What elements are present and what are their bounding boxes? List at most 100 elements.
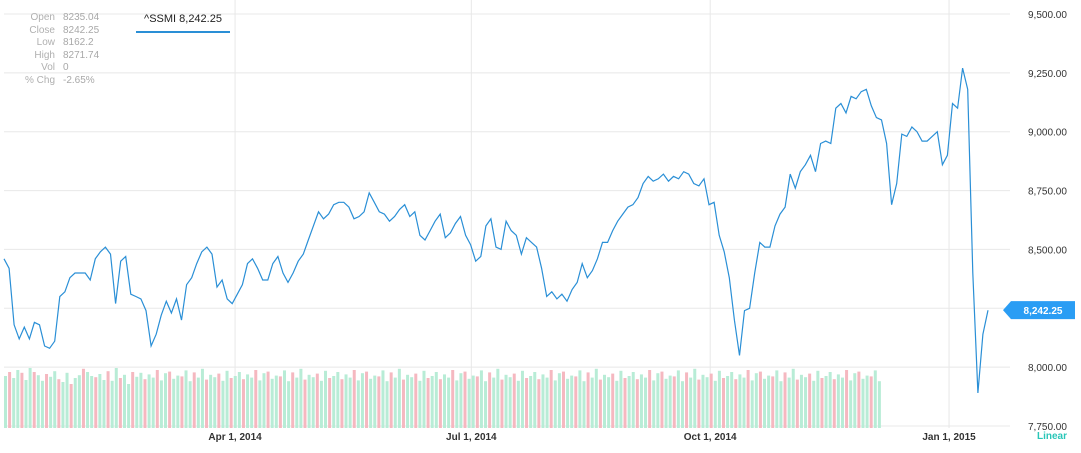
volume-bar bbox=[820, 378, 824, 428]
volume-bar bbox=[767, 375, 771, 428]
volume-bar bbox=[861, 378, 865, 428]
volume-bar bbox=[566, 378, 570, 428]
volume-bar bbox=[209, 374, 213, 428]
volume-bar bbox=[98, 374, 102, 428]
volume-bar bbox=[607, 377, 611, 428]
volume-bar bbox=[393, 377, 397, 428]
volume-bar bbox=[791, 368, 795, 428]
volume-bar bbox=[849, 380, 853, 428]
y-tick-label: 9,500.00 bbox=[1028, 10, 1067, 21]
x-axis: Apr 1, 2014 Jul 1, 2014 Oct 1, 2014 Jan 1, … bbox=[208, 432, 976, 443]
volume-bar bbox=[648, 370, 652, 428]
volume-bar bbox=[213, 377, 217, 428]
volume-bar bbox=[742, 377, 746, 428]
volume-bar bbox=[611, 373, 615, 428]
volume-bar bbox=[869, 376, 873, 428]
ohlc-label: % Chg bbox=[24, 74, 55, 86]
volume-bar bbox=[360, 373, 364, 428]
volume-bar bbox=[808, 373, 812, 428]
volume-bar bbox=[278, 376, 282, 428]
volume-bar bbox=[90, 376, 94, 428]
volume-bar bbox=[287, 381, 291, 428]
volume-bar bbox=[619, 370, 623, 428]
volume-bar bbox=[241, 379, 245, 428]
volume-bar bbox=[763, 378, 767, 428]
y-tick-label: 9,250.00 bbox=[1028, 69, 1067, 80]
volume-bar bbox=[32, 372, 36, 428]
volume-bar bbox=[122, 374, 126, 428]
volume-bar bbox=[443, 374, 446, 428]
volume-bar bbox=[783, 372, 787, 428]
volume-bar bbox=[200, 368, 204, 428]
volume-bar bbox=[311, 377, 315, 428]
volume-bar bbox=[771, 376, 775, 428]
scale-mode-toggle[interactable]: Linear bbox=[1036, 431, 1067, 442]
ohlc-label: Low bbox=[36, 37, 55, 48]
ohlc-row-high: High 8271.74 bbox=[0, 50, 130, 63]
volume-bar bbox=[307, 374, 311, 428]
volume-bar bbox=[340, 379, 344, 428]
volume-bar bbox=[529, 376, 533, 428]
volume-bar bbox=[24, 380, 28, 428]
volume-bar bbox=[192, 372, 196, 428]
volume-bar bbox=[274, 375, 278, 428]
volume-bar bbox=[508, 377, 512, 428]
volume-bar bbox=[672, 376, 676, 428]
volume-bar bbox=[414, 373, 418, 428]
volume-bar bbox=[459, 373, 463, 428]
volume-bar bbox=[479, 370, 483, 428]
volume-bar bbox=[668, 375, 672, 428]
volume-bar bbox=[147, 374, 151, 428]
volume-bar bbox=[114, 368, 118, 428]
volume-bar bbox=[451, 370, 455, 428]
ohlc-value: 8162.2 bbox=[63, 37, 94, 48]
volume-bar bbox=[660, 371, 664, 428]
volume-bar bbox=[447, 377, 451, 428]
volume-bar bbox=[246, 374, 250, 428]
volume-bar bbox=[816, 370, 820, 428]
volume-bar bbox=[319, 380, 323, 428]
volume-bar bbox=[492, 377, 496, 428]
volume-bar bbox=[164, 373, 168, 428]
volume-bar bbox=[664, 378, 668, 428]
volume-bar bbox=[418, 380, 422, 428]
volume-bar bbox=[77, 375, 81, 428]
volume-bar bbox=[8, 372, 12, 428]
volume-bar bbox=[20, 372, 24, 428]
volume-bar bbox=[151, 377, 155, 428]
volume-bar bbox=[615, 380, 619, 428]
volume-bar bbox=[467, 378, 471, 428]
volume-bar bbox=[180, 376, 184, 428]
volume-bar bbox=[348, 377, 352, 428]
volume-bar bbox=[430, 376, 434, 428]
volume-bar bbox=[836, 374, 840, 428]
volume-bar bbox=[4, 376, 7, 428]
volume-bar bbox=[135, 376, 139, 428]
volume-bar bbox=[713, 380, 717, 428]
volume-bar bbox=[172, 378, 176, 428]
volume-bar bbox=[504, 374, 508, 428]
volume-bar bbox=[721, 378, 725, 428]
volume-bar bbox=[644, 377, 648, 428]
volume-bar bbox=[365, 371, 369, 428]
volume-bar bbox=[385, 381, 389, 428]
volume-bar bbox=[205, 379, 209, 428]
volume-bar bbox=[594, 368, 598, 428]
ohlc-label: Vol bbox=[41, 62, 55, 73]
volume-bar bbox=[689, 377, 693, 428]
volume-bar bbox=[225, 370, 229, 428]
symbol-chip[interactable]: ^SSMI 8,242.25 bbox=[136, 11, 230, 33]
volume-bar bbox=[525, 378, 529, 428]
volume-bar bbox=[635, 379, 639, 428]
volume-bar bbox=[410, 377, 414, 428]
ohlc-panel: Open 8235.04 Close 8242.25 Low 8162.2 Hi… bbox=[0, 12, 130, 87]
volume-bar bbox=[324, 370, 328, 428]
volume-bar bbox=[12, 378, 16, 428]
volume-bar bbox=[484, 381, 488, 428]
volume-bar bbox=[488, 372, 492, 428]
volume-bar bbox=[381, 370, 385, 428]
volume-bar bbox=[139, 372, 143, 428]
volume-bar bbox=[377, 376, 381, 428]
volume-bar bbox=[652, 380, 656, 428]
